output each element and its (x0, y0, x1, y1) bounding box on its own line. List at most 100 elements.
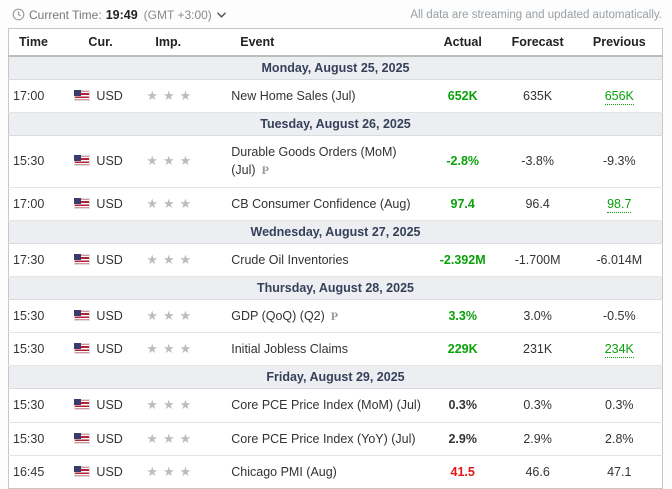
event-currency: USD (70, 332, 143, 367)
event-currency: USD (70, 299, 143, 334)
actual-value: 97.4 (426, 187, 499, 221)
event-importance: ★★★ (142, 388, 228, 423)
date-separator-label: Tuesday, August 26, 2025 (8, 112, 663, 137)
table-header-row: Time Cur. Imp. Event Actual Forecast Pre… (8, 28, 663, 57)
col-header-currency: Cur. (70, 28, 143, 57)
importance-stars-icon: ★★★ (146, 397, 197, 413)
event-row[interactable]: 15:30 USD ★★★ Initial Jobless Claims 229K 231… (8, 332, 663, 367)
event-row[interactable]: 17:00 USD ★★★ New Home Sales (Jul) 652K 635K 6… (8, 79, 663, 114)
currency-code: USD (96, 154, 123, 169)
event-link[interactable]: Crude Oil Inventories (231, 252, 349, 267)
event-importance: ★★★ (142, 422, 228, 456)
actual-value: -2.392M (426, 243, 499, 277)
actual-value: 229K (426, 332, 499, 367)
event-currency: USD (70, 455, 143, 489)
currency-code: USD (96, 309, 123, 324)
importance-stars-icon: ★★★ (146, 430, 197, 446)
date-separator-row: Tuesday, August 26, 2025 (8, 112, 663, 137)
event-link[interactable]: Chicago PMI (Aug) (231, 464, 337, 479)
event-importance: ★★★ (142, 299, 228, 334)
event-importance: ★★★ (142, 455, 228, 489)
event-link[interactable]: Core PCE Price Index (MoM) (Jul) (231, 398, 421, 413)
col-header-time: Time (8, 28, 71, 57)
event-currency: USD (70, 388, 143, 423)
previous-value[interactable]: 656K (604, 89, 634, 106)
event-link[interactable]: Core PCE Price Index (YoY) (Jul) (231, 431, 416, 446)
us-flag-icon (74, 197, 91, 209)
event-time: 15:30 (8, 299, 71, 334)
event-time: 16:45 (8, 455, 71, 489)
event-name-cell: Initial Jobless Claims (227, 332, 427, 367)
event-row[interactable]: 17:00 USD ★★★ CB Consumer Confidence (Aug) 9… (8, 187, 663, 221)
date-separator-label: Wednesday, August 27, 2025 (8, 219, 663, 244)
importance-stars-icon: ★★★ (146, 341, 197, 357)
forecast-value: 0.3% (498, 388, 577, 423)
event-row[interactable]: 15:30 USD ★★★ Core PCE Price Index (MoM) (J… (8, 388, 663, 423)
us-flag-icon (74, 399, 91, 411)
previous-value: 0.3% (576, 388, 663, 423)
currency-code: USD (96, 431, 123, 446)
event-row[interactable]: 16:45 USD ★★★ Chicago PMI (Aug) 41.5 46.6 47.1 (8, 455, 663, 489)
clock-icon (12, 8, 25, 21)
timezone-label: (GMT +3:00) (143, 7, 212, 22)
event-row[interactable]: 17:30 USD ★★★ Crude Oil Inventories -2.392M -… (8, 243, 663, 277)
date-separator-row: Wednesday, August 27, 2025 (8, 219, 663, 244)
previous-value: 2.8% (576, 422, 663, 456)
event-time: 15:30 (8, 422, 71, 456)
event-link[interactable]: CB Consumer Confidence (Aug) (231, 196, 411, 211)
date-separator-row: Monday, August 25, 2025 (8, 55, 663, 80)
currency-code: USD (96, 252, 123, 267)
current-time-label: Current Time: (29, 7, 102, 22)
us-flag-icon (74, 343, 91, 355)
event-time: 17:00 (8, 79, 71, 114)
event-row[interactable]: 15:30 USD ★★★ GDP (QoQ) (Q2) P 3.3% 3.0% -0.5% (8, 299, 663, 334)
previous-value-cell: 234K (576, 332, 663, 367)
event-currency: USD (70, 243, 143, 277)
timezone-selector[interactable]: (GMT +3:00) (144, 8, 226, 22)
us-flag-icon (74, 432, 91, 444)
date-separator-row: Thursday, August 28, 2025 (8, 275, 663, 300)
event-row[interactable]: 15:30 USD ★★★ Core PCE Price Index (YoY) (J… (8, 422, 663, 456)
forecast-value: 46.6 (498, 455, 577, 489)
topbar: Current Time: 19:49 (GMT +3:00) All data… (0, 0, 672, 28)
event-link[interactable]: New Home Sales (Jul) (231, 89, 356, 103)
current-time-widget: Current Time: 19:49 (GMT +3:00) (12, 8, 226, 22)
col-header-importance: Imp. (142, 28, 228, 57)
importance-stars-icon: ★★★ (146, 308, 197, 324)
previous-value-cell: 98.7 (576, 187, 663, 221)
us-flag-icon (74, 310, 91, 322)
us-flag-icon (74, 155, 91, 167)
actual-value: -2.8% (426, 135, 499, 188)
currency-code: USD (96, 398, 123, 413)
event-link[interactable]: Initial Jobless Claims (231, 342, 348, 357)
previous-value: -6.014M (576, 243, 663, 277)
previous-value: -0.5% (576, 299, 663, 334)
event-time: 17:30 (8, 243, 71, 277)
previous-value[interactable]: 234K (604, 342, 634, 359)
event-currency: USD (70, 135, 143, 188)
previous-value[interactable]: 98.7 (607, 196, 632, 213)
event-name-cell: New Home Sales (Jul) (227, 79, 427, 114)
event-link[interactable]: Durable Goods Orders (MoM) (Jul) (231, 145, 397, 178)
importance-stars-icon: ★★★ (146, 463, 197, 479)
forecast-value: -3.8% (498, 135, 577, 188)
chevron-down-icon (216, 11, 226, 18)
event-currency: USD (70, 79, 143, 114)
event-time: 15:30 (8, 388, 71, 423)
event-importance: ★★★ (142, 187, 228, 221)
event-importance: ★★★ (142, 332, 228, 367)
actual-value: 3.3% (426, 299, 499, 334)
event-row[interactable]: 15:30 USD ★★★ Durable Goods Orders (MoM) (J… (8, 135, 663, 188)
actual-value: 652K (426, 79, 499, 114)
date-separator-row: Friday, August 29, 2025 (8, 365, 663, 390)
actual-value: 0.3% (426, 388, 499, 423)
forecast-value: 96.4 (498, 187, 577, 221)
us-flag-icon (74, 253, 91, 265)
event-currency: USD (70, 422, 143, 456)
streaming-note: All data are streaming and updated autom… (410, 8, 662, 21)
forecast-value: 2.9% (498, 422, 577, 456)
event-link[interactable]: GDP (QoQ) (Q2) (231, 308, 325, 323)
importance-stars-icon: ★★★ (146, 195, 197, 211)
economic-calendar-table: Time Cur. Imp. Event Actual Forecast Pre… (8, 28, 663, 489)
importance-stars-icon: ★★★ (146, 153, 197, 169)
